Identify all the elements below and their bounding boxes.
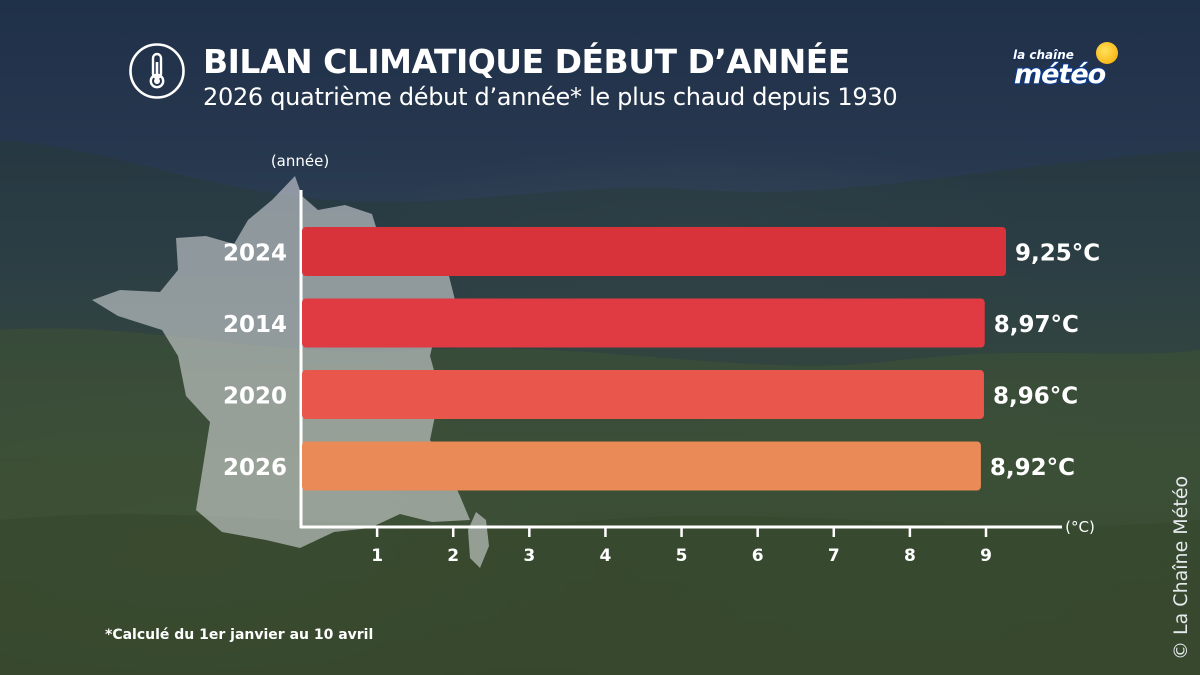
x-tick-label: 5 (676, 546, 688, 566)
category-label: 2026 (223, 455, 287, 481)
thermometer-icon (129, 43, 185, 99)
value-label: 8,97°C (994, 312, 1079, 338)
category-label: 2020 (223, 384, 287, 410)
y-axis-label: (année) (271, 152, 329, 170)
brand-logo: la chaîne météo (1010, 40, 1122, 102)
x-tick-label: 9 (980, 546, 992, 566)
value-label: 8,96°C (993, 384, 1078, 410)
value-label: 9,25°C (1015, 241, 1100, 267)
bar-2020 (302, 370, 984, 419)
x-tick-label: 7 (828, 546, 840, 566)
page-subtitle: 2026 quatrième début d’année* le plus ch… (203, 83, 898, 111)
bar-2014 (302, 298, 985, 348)
bars-layer: 2024 9,25°C 2014 8,97°C 2020 8,96°C 2026 8,92°C (223, 227, 1100, 491)
x-tick-label: 8 (904, 546, 916, 566)
x-tick-label: 3 (523, 546, 535, 566)
category-label: 2024 (223, 241, 287, 267)
value-label: 8,92°C (990, 455, 1075, 481)
x-tick-label: 2 (447, 546, 459, 566)
logo-sun-icon (1096, 42, 1118, 64)
logo-line2: météo (1014, 59, 1106, 90)
ticks-layer: 1 2 3 4 5 6 7 8 9 (371, 527, 992, 566)
x-tick-label: 6 (752, 546, 764, 566)
x-tick-label: 1 (371, 546, 383, 566)
category-label: 2014 (223, 312, 287, 338)
page-title: BILAN CLIMATIQUE DÉBUT D’ANNÉE (203, 42, 850, 81)
footnote: *Calculé du 1er janvier au 10 avril (105, 627, 374, 643)
x-axis-label: (°C) (1065, 518, 1095, 536)
bar-2024 (302, 227, 1007, 276)
copyright: © La Chaîne Météo (1170, 475, 1192, 660)
x-tick-label: 4 (600, 546, 612, 566)
logo-line1: la chaîne (1013, 48, 1074, 62)
bar-2026 (302, 441, 981, 491)
